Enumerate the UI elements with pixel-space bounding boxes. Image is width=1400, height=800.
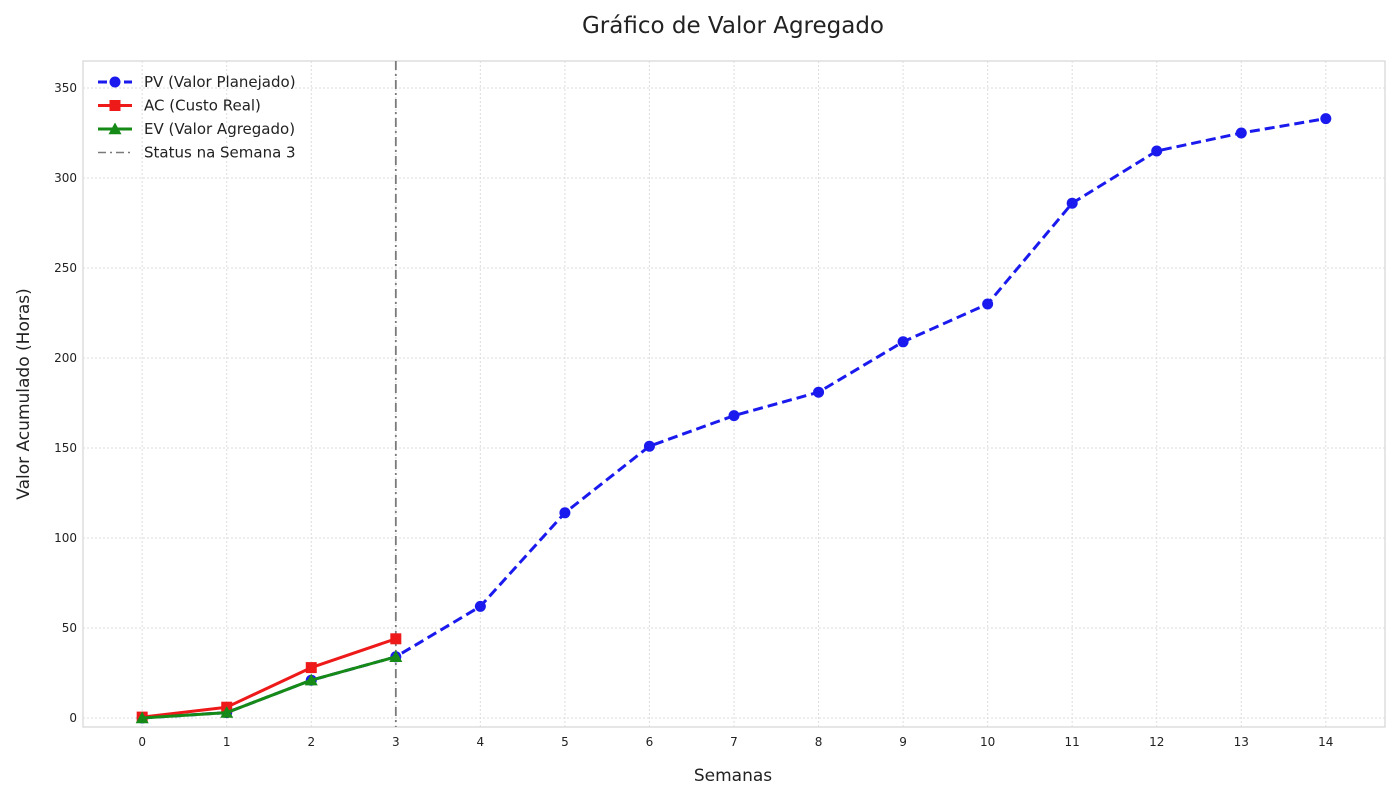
data-point [1235,127,1247,139]
y-tick-label: 100 [54,531,77,545]
data-point [390,633,402,645]
chart-title: Gráfico de Valor Agregado [582,13,884,39]
data-point [1066,197,1078,209]
x-tick-label: 10 [980,735,995,749]
legend-item: AC (Custo Real) [98,97,261,115]
x-tick-label: 11 [1065,735,1080,749]
data-point [1151,145,1163,157]
x-tick-label: 0 [138,735,146,749]
x-axis-label: Semanas [694,766,772,786]
y-tick-label: 0 [69,711,77,725]
x-tick-label: 14 [1318,735,1333,749]
x-tick-label: 9 [899,735,907,749]
y-tick-label: 200 [54,351,77,365]
legend-marker [108,122,122,135]
series-3 [135,650,403,724]
data-point [643,440,655,452]
data-point [813,386,825,398]
data-point [305,662,317,674]
data-point [728,410,740,422]
series-layer [135,113,1332,724]
data-point [1320,113,1332,125]
x-tick-label: 2 [307,735,315,749]
series-line [142,655,397,720]
x-tick-label: 5 [561,735,569,749]
legend-label: PV (Valor Planejado) [144,73,296,91]
x-tick-label: 1 [223,735,231,749]
x-tick-label: 12 [1149,735,1164,749]
data-point [135,711,149,724]
data-point [304,673,318,686]
data-point [389,650,403,662]
x-axis-ticks: 0 1 2 3 4 5 6 7 8 9 10 11 12 13 14 [138,735,1333,749]
x-tick-label: 8 [815,735,823,749]
data-point [897,336,909,348]
legend-label: EV (Valor Agregado) [144,120,295,138]
y-tick-label: 250 [54,261,77,275]
legend-item: Status na Semana 3 [98,144,296,162]
data-point [220,706,234,718]
y-tick-label: 300 [54,171,77,185]
legend-label: Status na Semana 3 [144,144,296,162]
legend-marker [109,76,121,88]
y-tick-label: 50 [62,621,77,635]
legend-item: PV (Valor Planejado) [98,73,296,91]
data-point [982,298,994,310]
legend: PV (Valor Planejado) AC (Custo Real) EV (V… [98,73,296,162]
x-tick-label: 13 [1234,735,1249,749]
grid [83,61,1385,727]
y-tick-label: 150 [54,441,77,455]
x-tick-label: 3 [392,735,400,749]
legend-item: EV (Valor Agregado) [98,120,295,138]
legend-label: AC (Custo Real) [144,97,261,115]
y-tick-label: 350 [54,81,77,95]
legend-marker [109,100,121,111]
data-point [474,600,486,612]
data-point [559,507,571,519]
x-tick-label: 6 [646,735,654,749]
x-tick-label: 4 [477,735,485,749]
x-tick-label: 7 [730,735,738,749]
y-axis-label: Valor Acumulado (Horas) [14,288,34,499]
y-axis-ticks: 0 50 100 150 200 250 300 350 [54,81,77,725]
series-line [142,637,397,719]
